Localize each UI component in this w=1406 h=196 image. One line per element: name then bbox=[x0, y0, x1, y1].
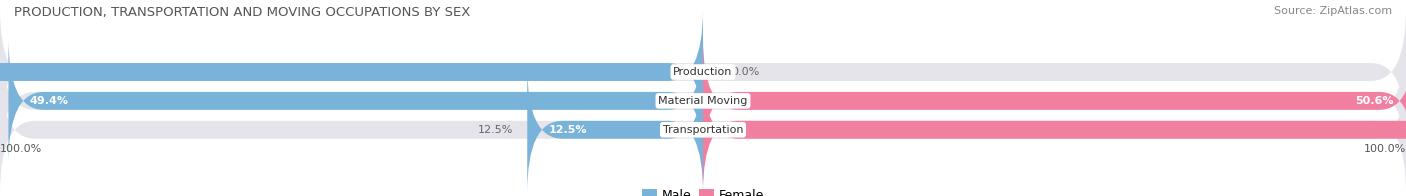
Text: 100.0%: 100.0% bbox=[0, 143, 42, 153]
Text: 49.4%: 49.4% bbox=[30, 96, 69, 106]
Text: 100.0%: 100.0% bbox=[1364, 143, 1406, 153]
Text: Production: Production bbox=[673, 67, 733, 77]
FancyBboxPatch shape bbox=[0, 9, 703, 135]
Text: Transportation: Transportation bbox=[662, 125, 744, 135]
FancyBboxPatch shape bbox=[0, 9, 1406, 135]
FancyBboxPatch shape bbox=[0, 66, 1406, 193]
Legend: Male, Female: Male, Female bbox=[637, 184, 769, 196]
FancyBboxPatch shape bbox=[527, 66, 703, 193]
Text: 0.0%: 0.0% bbox=[731, 67, 759, 77]
Text: 12.5%: 12.5% bbox=[478, 125, 513, 135]
FancyBboxPatch shape bbox=[8, 38, 703, 164]
FancyBboxPatch shape bbox=[703, 66, 1406, 193]
Text: PRODUCTION, TRANSPORTATION AND MOVING OCCUPATIONS BY SEX: PRODUCTION, TRANSPORTATION AND MOVING OC… bbox=[14, 6, 471, 19]
Text: 50.6%: 50.6% bbox=[1355, 96, 1393, 106]
FancyBboxPatch shape bbox=[0, 38, 1406, 164]
FancyBboxPatch shape bbox=[703, 38, 1406, 164]
Text: Source: ZipAtlas.com: Source: ZipAtlas.com bbox=[1274, 6, 1392, 16]
Text: Material Moving: Material Moving bbox=[658, 96, 748, 106]
Text: 12.5%: 12.5% bbox=[548, 125, 586, 135]
